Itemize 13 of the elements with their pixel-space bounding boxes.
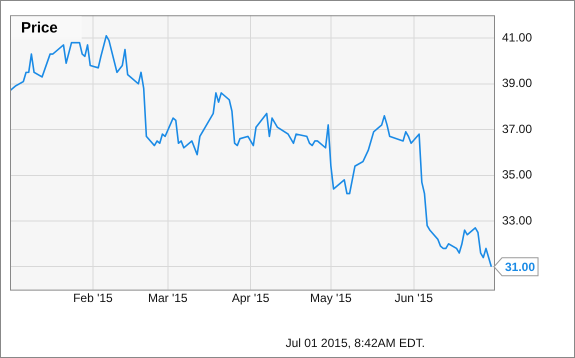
x-tick-label: Feb '15 — [73, 291, 114, 306]
text: Jul 01 2015, 8:42AM EDT. — [286, 336, 425, 350]
y-tick-label: 35.00 — [502, 168, 532, 182]
x-tick-label: Apr '15 — [232, 291, 270, 306]
y-tick-label: 39.00 — [502, 76, 532, 90]
y-tick-label: 41.00 — [502, 30, 532, 44]
y-tick-label: 33.00 — [502, 213, 532, 228]
y-tick-label: 37.00 — [502, 122, 532, 136]
x-tick-label: May '15 — [310, 291, 352, 306]
x-tick-label: Mar '15 — [148, 291, 188, 306]
data-label: 31.00 — [505, 260, 536, 274]
x-tick-label: Jun '15 — [394, 291, 434, 306]
chart-title: Price — [21, 19, 58, 36]
